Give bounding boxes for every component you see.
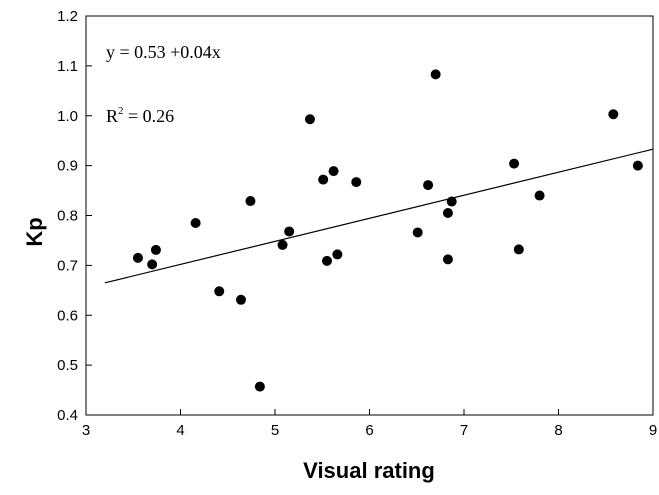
x-tick-label: 6 [365, 422, 373, 439]
data-point [321, 255, 332, 266]
y-tick-label: 0.9 [57, 158, 78, 175]
x-tick-label: 5 [271, 422, 279, 439]
data-point [190, 217, 201, 228]
data-point [509, 158, 520, 169]
data-point [442, 208, 453, 219]
y-axis-ticks: 0.4 0.5 0.6 0.7 0.8 0.9 1.0 1.1 1.2 [57, 8, 92, 424]
data-point [147, 259, 158, 270]
data-point [284, 226, 295, 237]
y-tick-label: 0.5 [57, 357, 78, 374]
y-tick-label: 1.2 [57, 8, 78, 25]
y-tick-label: 0.8 [57, 208, 78, 225]
data-point [150, 244, 161, 255]
regression-line-group [104, 148, 654, 284]
y-tick-label: 0.6 [57, 307, 78, 324]
r-squared-annotation: R2 = 0.26 [106, 105, 174, 126]
data-point [304, 114, 315, 125]
x-tick-label: 9 [649, 422, 657, 439]
data-point [277, 239, 288, 250]
y-tick-label: 0.4 [57, 407, 78, 424]
data-point [318, 174, 329, 185]
r-squared-superscript: 2 [118, 105, 124, 117]
data-point [214, 286, 225, 297]
r-squared-prefix: R [106, 106, 118, 126]
data-point [442, 254, 453, 265]
data-point [632, 160, 643, 171]
data-point [430, 69, 441, 80]
data-point [534, 190, 545, 201]
data-point [608, 109, 619, 120]
data-point [332, 249, 343, 260]
data-point [351, 177, 362, 188]
x-axis-title: Visual rating [303, 458, 435, 483]
y-tick-label: 1.1 [57, 58, 78, 75]
regression-line [104, 148, 654, 284]
x-axis-ticks: 3 4 5 6 7 8 9 [82, 409, 657, 439]
equation-annotation: y = 0.53 +0.04x [106, 42, 221, 62]
data-point [235, 294, 246, 305]
data-point [412, 227, 423, 238]
y-tick-label: 1.0 [57, 108, 78, 125]
data-point [423, 180, 434, 191]
x-tick-label: 7 [460, 422, 468, 439]
data-point [446, 196, 457, 207]
r-squared-value: = 0.26 [124, 106, 175, 126]
data-point [245, 196, 256, 207]
data-points [132, 69, 643, 392]
data-point [254, 381, 265, 392]
x-tick-label: 8 [554, 422, 562, 439]
data-point [513, 244, 524, 255]
x-tick-label: 3 [82, 422, 90, 439]
data-point [328, 166, 339, 177]
data-point [132, 252, 143, 263]
x-tick-label: 4 [176, 422, 184, 439]
y-tick-label: 0.7 [57, 257, 78, 274]
y-axis-title: Kp [22, 217, 47, 246]
